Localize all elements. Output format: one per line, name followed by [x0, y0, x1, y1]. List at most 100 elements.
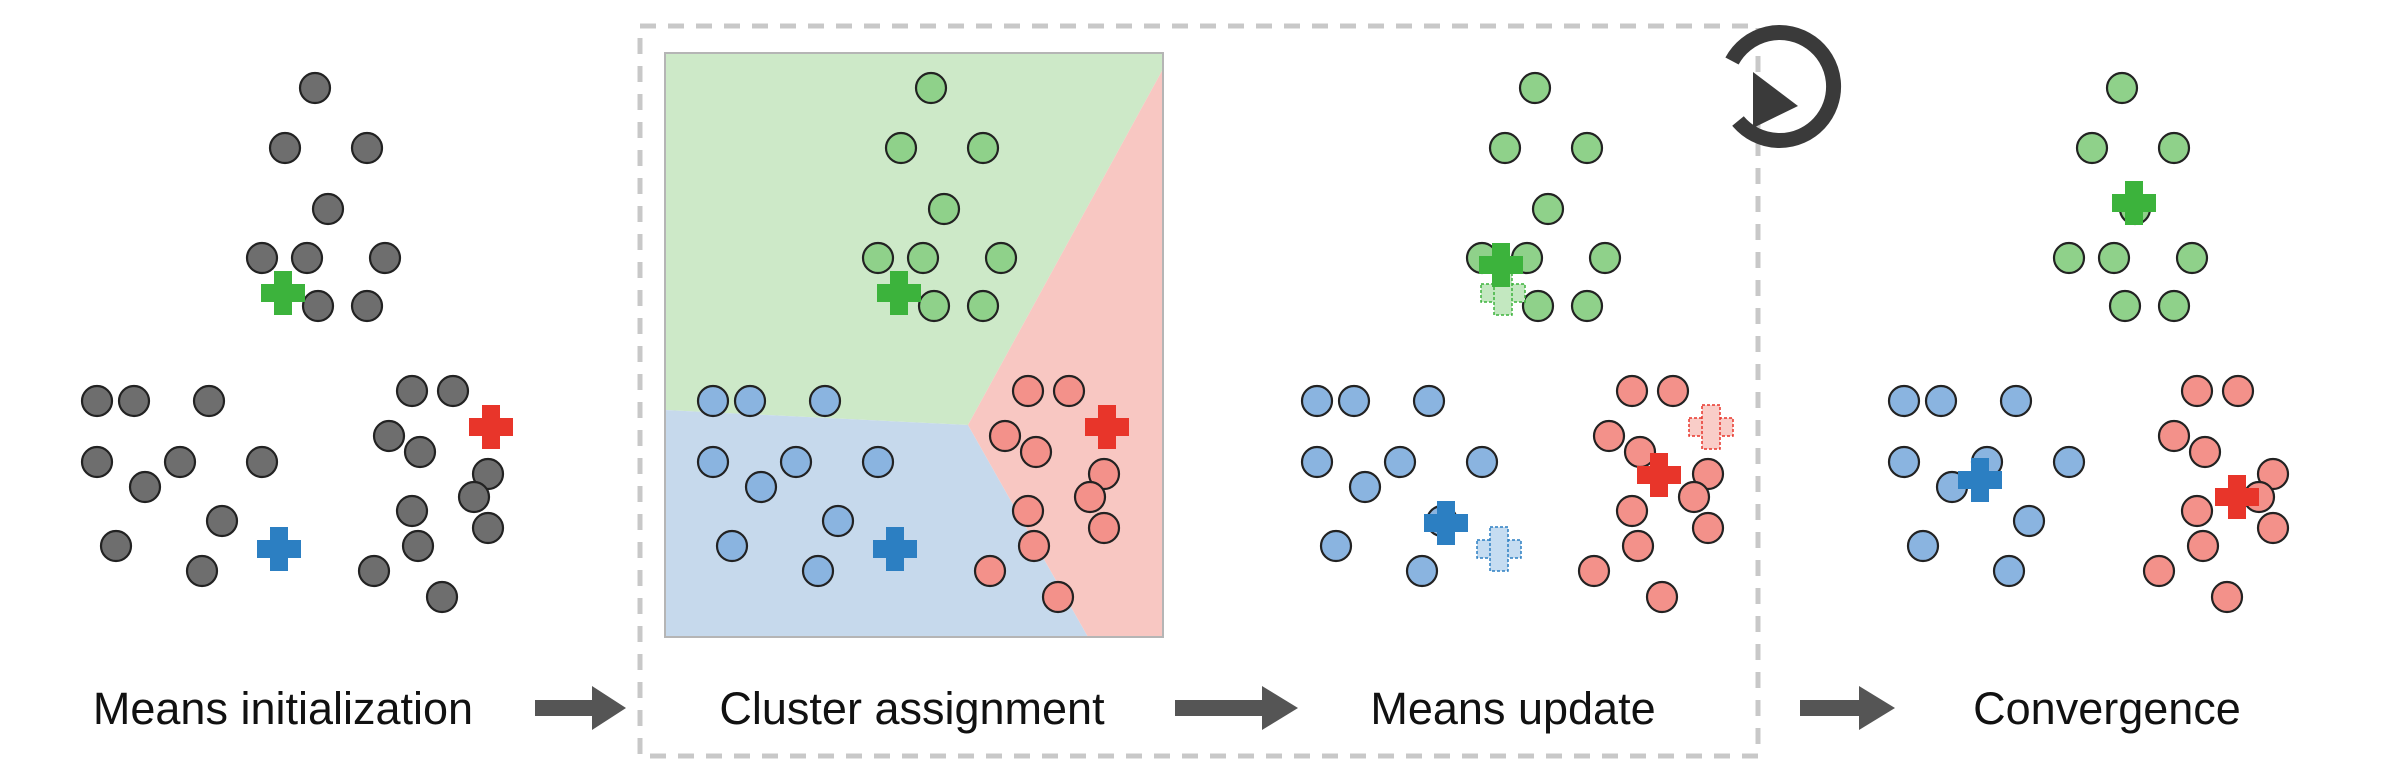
data-point [301, 289, 335, 323]
data-point [395, 374, 429, 408]
regions-frame [664, 52, 1164, 638]
data-point [2012, 504, 2046, 538]
data-point [395, 494, 429, 528]
data-point [1087, 511, 1121, 545]
data-point [298, 71, 332, 105]
data-point [2210, 580, 2244, 614]
panel-2-points [696, 71, 1121, 614]
data-point [1570, 289, 1604, 323]
blue-mean-marker [1424, 501, 1468, 545]
data-point [1677, 480, 1711, 514]
data-point [1073, 480, 1107, 514]
data-point [245, 445, 279, 479]
data-point [1337, 384, 1371, 418]
data-point [917, 289, 951, 323]
data-point [1488, 131, 1522, 165]
data-point [1887, 384, 1921, 418]
data-point [99, 529, 133, 563]
data-point [696, 384, 730, 418]
data-point [715, 529, 749, 563]
data-point [1383, 445, 1417, 479]
data-point [205, 504, 239, 538]
data-point [163, 445, 197, 479]
data-point [2108, 289, 2142, 323]
data-point [192, 384, 226, 418]
data-point [1087, 457, 1121, 491]
data-point [1300, 445, 1334, 479]
data-point [1992, 554, 2026, 588]
data-point [1887, 445, 1921, 479]
data-point [966, 289, 1000, 323]
old-blue-mean-marker [1476, 526, 1522, 572]
data-point [403, 435, 437, 469]
data-point [268, 131, 302, 165]
data-point [906, 241, 940, 275]
red-mean-marker [1637, 453, 1681, 497]
data-point [2188, 435, 2222, 469]
data-point [984, 241, 1018, 275]
data-point [1645, 580, 1679, 614]
data-point [1300, 384, 1334, 418]
voronoi-regions [664, 52, 1164, 638]
data-point [861, 445, 895, 479]
data-point [245, 241, 279, 275]
data-point [1691, 511, 1725, 545]
data-point [1518, 71, 1552, 105]
data-point [988, 419, 1022, 453]
data-point [914, 71, 948, 105]
panel-3-points [1300, 71, 1725, 614]
data-point [1017, 529, 1051, 563]
step-label-means-update: Means update [1370, 683, 1655, 734]
green-region [665, 53, 1163, 425]
data-point [696, 445, 730, 479]
data-point [884, 131, 918, 165]
data-point [2186, 529, 2220, 563]
blue-mean-marker [1958, 458, 2002, 502]
data-point [1348, 470, 1382, 504]
data-point [2180, 374, 2214, 408]
data-point [80, 445, 114, 479]
green-mean-marker [877, 271, 921, 315]
arrow-right-icon [1175, 686, 1298, 730]
data-point [80, 384, 114, 418]
data-point [966, 131, 1000, 165]
blue-mean-marker [873, 527, 917, 571]
data-point [401, 529, 435, 563]
blue-mean-marker [257, 527, 301, 571]
data-point [471, 511, 505, 545]
data-point [2256, 511, 2290, 545]
data-point [2142, 554, 2176, 588]
data-point [1592, 419, 1626, 453]
data-point [2221, 374, 2255, 408]
data-point [311, 192, 345, 226]
data-point [350, 289, 384, 323]
data-point [368, 241, 402, 275]
panel-4-points [1887, 71, 2290, 614]
data-point [185, 554, 219, 588]
data-point [1319, 529, 1353, 563]
data-point [801, 554, 835, 588]
step-label-means-initialization: Means initialization [93, 683, 473, 734]
data-point [2175, 241, 2209, 275]
data-point [1691, 457, 1725, 491]
data-point [2052, 445, 2086, 479]
data-point [436, 374, 470, 408]
data-point [128, 470, 162, 504]
data-point [1906, 529, 1940, 563]
data-point [425, 580, 459, 614]
data-point [1412, 384, 1446, 418]
red-region [968, 69, 1163, 637]
data-point [733, 384, 767, 418]
step-label-convergence: Convergence [1973, 683, 2241, 734]
data-point [1570, 131, 1604, 165]
panel-1-points [80, 71, 505, 614]
red-mean-marker [2215, 475, 2259, 519]
data-point [821, 504, 855, 538]
data-point [1924, 384, 1958, 418]
data-point [471, 457, 505, 491]
data-point [117, 384, 151, 418]
data-point [2097, 241, 2131, 275]
data-point [1531, 192, 1565, 226]
data-point [2075, 131, 2109, 165]
